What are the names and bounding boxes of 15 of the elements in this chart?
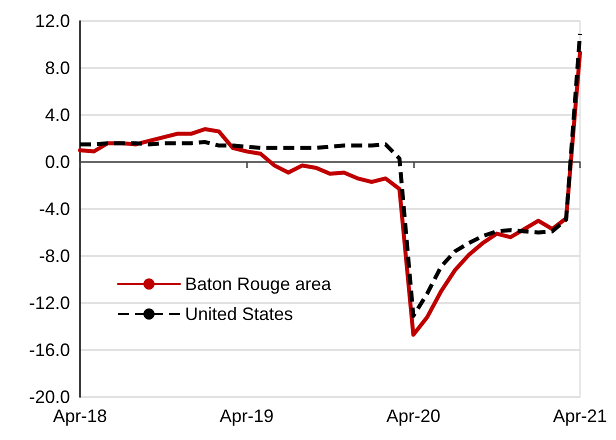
y-tick-label: -20.0 bbox=[28, 387, 70, 407]
y-tick-label: 8.0 bbox=[44, 58, 70, 78]
x-tick-label: Apr-21 bbox=[552, 406, 608, 426]
y-tick-label: -8.0 bbox=[38, 246, 70, 266]
legend-label: United States bbox=[185, 304, 294, 324]
y-tick-label: 0.0 bbox=[44, 152, 70, 172]
y-tick-label: 12.0 bbox=[34, 11, 70, 31]
legend-label: Baton Rouge area bbox=[185, 274, 332, 294]
y-tick-label: -12.0 bbox=[28, 293, 70, 313]
x-tick-label: Apr-19 bbox=[220, 406, 274, 426]
x-tick-label: Apr-18 bbox=[52, 406, 108, 426]
y-tick-label: -4.0 bbox=[38, 199, 70, 219]
y-tick-label: 4.0 bbox=[44, 105, 70, 125]
y-tick-label: -16.0 bbox=[28, 340, 70, 360]
x-tick-label: Apr-20 bbox=[386, 406, 440, 426]
